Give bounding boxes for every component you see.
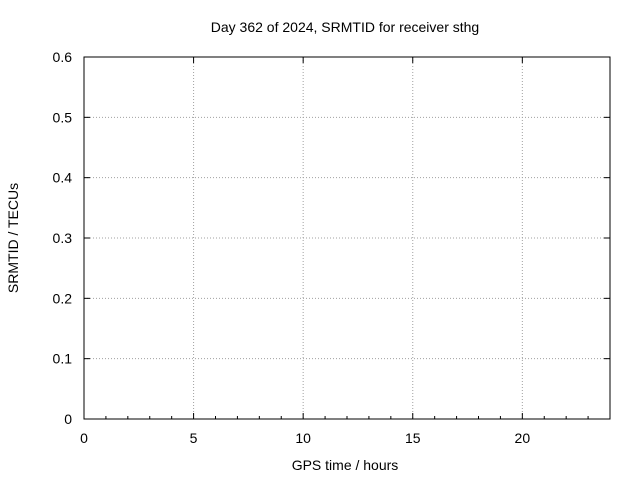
y-ticks: 0 0.1 0.2 0.3 0.4 0.5 0.6 (53, 49, 610, 427)
x-tick-label: 5 (190, 430, 198, 446)
y-tick-label: 0.3 (53, 230, 73, 246)
x-ticks: 0 5 10 15 20 (80, 57, 589, 446)
grid-lines (84, 57, 610, 419)
x-tick-label: 20 (515, 430, 531, 446)
y-tick-label: 0.4 (53, 170, 73, 186)
x-tick-label: 15 (405, 430, 421, 446)
y-tick-label: 0.1 (53, 351, 73, 367)
x-tick-label: 0 (80, 430, 88, 446)
chart-title: Day 362 of 2024, SRMTID for receiver sth… (211, 19, 479, 35)
y-tick-label: 0.2 (53, 290, 73, 306)
y-tick-label: 0.5 (53, 109, 73, 125)
y-tick-label: 0 (64, 411, 72, 427)
x-axis-label: GPS time / hours (292, 457, 399, 473)
y-axis-label: SRMTID / TECUs (5, 183, 21, 293)
y-tick-label: 0.6 (53, 49, 73, 65)
x-tick-label: 10 (295, 430, 311, 446)
